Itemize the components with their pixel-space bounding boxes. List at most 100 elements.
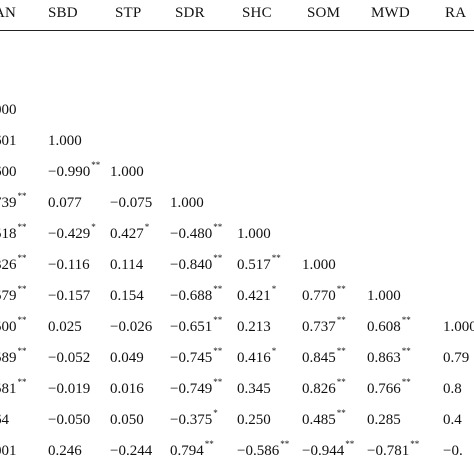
- significance-marker: **: [401, 346, 411, 356]
- table-cell: −0.157: [48, 288, 91, 304]
- table-cell: 0.250: [237, 412, 271, 428]
- col-header-sbd: SBD: [48, 5, 78, 21]
- table-cell: 1.000: [302, 257, 336, 273]
- table-cell: −0.990**: [48, 160, 101, 181]
- table-cell: 1.000: [237, 226, 271, 242]
- table-cell: 1.000: [443, 319, 474, 335]
- table-cell: 0.485**: [302, 408, 346, 429]
- table-cell: 1.000: [170, 195, 204, 211]
- significance-marker: **: [213, 346, 223, 356]
- significance-marker: **: [213, 284, 223, 294]
- table-cell: 64: [0, 412, 9, 428]
- significance-marker: **: [213, 222, 223, 232]
- significance-marker: **: [17, 253, 27, 263]
- table-cell: 0.285: [367, 412, 401, 428]
- table-cell: 579**: [0, 284, 27, 305]
- table-cell: −0.944**: [302, 439, 355, 460]
- col-header-stp: STP: [115, 5, 142, 21]
- table-cell: −0.019: [48, 381, 91, 397]
- significance-marker: **: [91, 160, 101, 170]
- significance-marker: **: [410, 439, 420, 449]
- significance-marker: **: [213, 377, 223, 387]
- significance-marker: **: [213, 253, 223, 263]
- table-cell: 0.826**: [302, 377, 346, 398]
- table-cell: 0.608**: [367, 315, 411, 336]
- significance-marker: **: [336, 377, 346, 387]
- significance-marker: **: [271, 253, 281, 263]
- significance-marker: **: [345, 439, 355, 449]
- table-cell: −0.075: [110, 195, 153, 211]
- significance-marker: **: [401, 315, 411, 325]
- significance-marker: **: [213, 315, 223, 325]
- significance-marker: **: [17, 191, 27, 201]
- table-cell: −0.480**: [170, 222, 223, 243]
- table-cell: −0.749**: [170, 377, 223, 398]
- table-cell: 0.863**: [367, 346, 411, 367]
- table-cell: 0.8: [443, 381, 462, 397]
- table-cell: 500**: [0, 315, 27, 336]
- table-cell: 0.154: [110, 288, 144, 304]
- table-cell: 0.4: [443, 412, 462, 428]
- table-cell: −0.429*: [48, 222, 96, 243]
- significance-marker: **: [17, 346, 27, 356]
- table-cell: 0.517**: [237, 253, 281, 274]
- significance-marker: *: [213, 408, 218, 418]
- table-cell: 0.246: [48, 443, 82, 459]
- col-header-an: AN: [0, 5, 17, 21]
- table-cell: −0.050: [48, 412, 91, 428]
- table-cell: 0.025: [48, 319, 82, 335]
- table-cell: 0.770**: [302, 284, 346, 305]
- header-rule: [0, 30, 474, 31]
- table-cell: −0.745**: [170, 346, 223, 367]
- significance-marker: **: [17, 284, 27, 294]
- table-cell: −0.116: [48, 257, 90, 273]
- table-cell: −0.244: [110, 443, 153, 459]
- col-header-mwd: MWD: [371, 5, 410, 21]
- table-cell: 0.845**: [302, 346, 346, 367]
- table-cell: 0.427*: [110, 222, 150, 243]
- table-cell: 0.766**: [367, 377, 411, 398]
- table-cell: 0.421*: [237, 284, 277, 305]
- table-cell: 581**: [0, 377, 27, 398]
- col-header-sdr: SDR: [175, 5, 205, 21]
- table-cell: −0.052: [48, 350, 91, 366]
- table-cell: 0.016: [110, 381, 144, 397]
- significance-marker: **: [280, 439, 290, 449]
- table-cell: 0.114: [110, 257, 144, 273]
- table-cell: 0.213: [237, 319, 271, 335]
- col-header-som: SOM: [307, 5, 341, 21]
- table-cell: 0.794**: [170, 439, 214, 460]
- table-cell: 0.077: [48, 195, 82, 211]
- significance-marker: *: [91, 222, 96, 232]
- table-cell: 0.345: [237, 381, 271, 397]
- table-cell: −0.651**: [170, 315, 223, 336]
- table-cell: 000: [0, 102, 17, 118]
- significance-marker: **: [17, 315, 27, 325]
- table-cell: −0.781**: [367, 439, 420, 460]
- table-cell: 1.000: [367, 288, 401, 304]
- significance-marker: **: [401, 377, 411, 387]
- table-cell: 0.416*: [237, 346, 277, 367]
- table-cell: 0.79: [443, 350, 470, 366]
- table-cell: 326**: [0, 253, 27, 274]
- table-cell: 0.737**: [302, 315, 346, 336]
- significance-marker: **: [204, 439, 214, 449]
- significance-marker: *: [271, 346, 277, 356]
- significance-marker: **: [336, 346, 346, 356]
- table-cell: −0.026: [110, 319, 153, 335]
- table-cell: 0.049: [110, 350, 144, 366]
- significance-marker: **: [17, 377, 27, 387]
- table-cell: −0.840**: [170, 253, 223, 274]
- significance-marker: **: [336, 408, 346, 418]
- table-cell: −0.688**: [170, 284, 223, 305]
- table-cell: −0.: [443, 443, 463, 459]
- table-cell: 589**: [0, 346, 27, 367]
- col-header-rai: RA: [445, 5, 467, 21]
- table-cell: 739**: [0, 191, 27, 212]
- significance-marker: *: [271, 284, 277, 294]
- table-cell: 1.000: [48, 133, 82, 149]
- significance-marker: *: [144, 222, 150, 232]
- table-cell: 601: [0, 133, 17, 149]
- col-header-shc: SHC: [242, 5, 272, 21]
